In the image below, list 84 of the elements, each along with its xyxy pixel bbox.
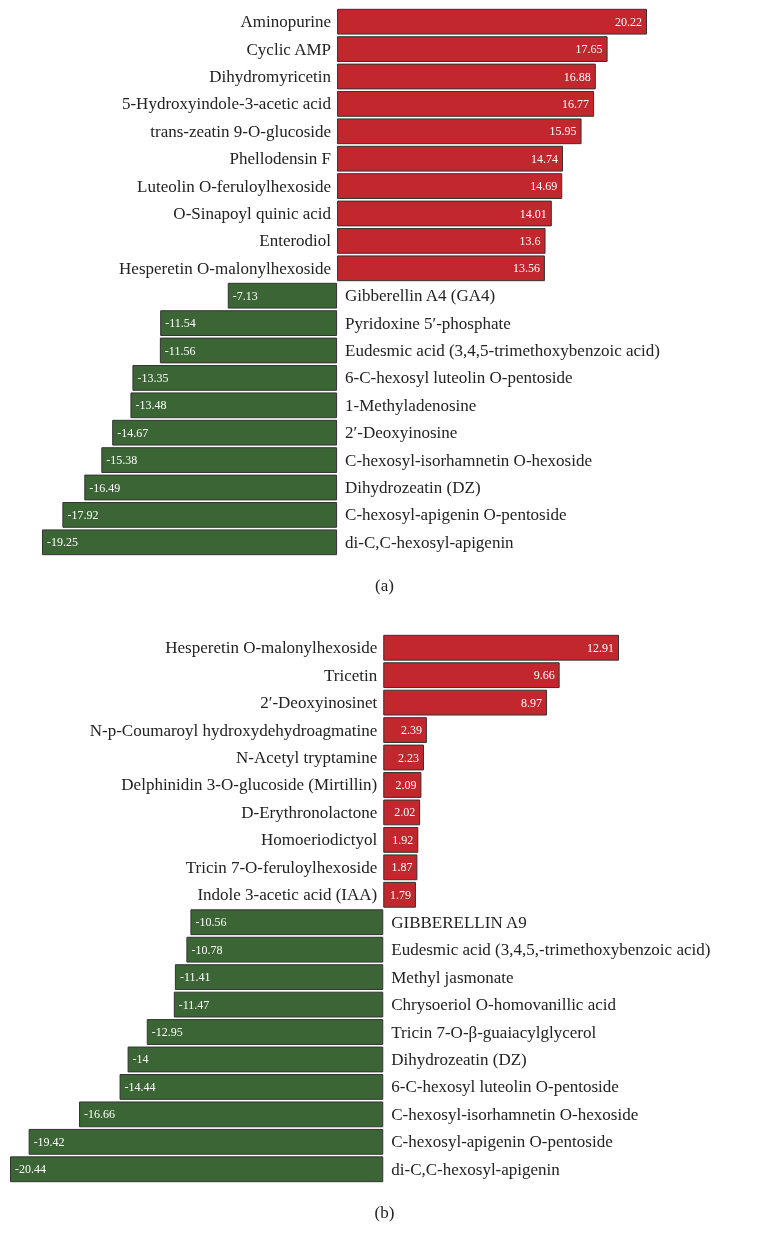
- y-tick-label: Homoeriodictyol: [261, 830, 378, 850]
- text: (a): [375, 576, 394, 595]
- y-tick-label: C-hexosyl-apigenin O-pentoside: [391, 1132, 613, 1152]
- text: (b): [374, 1203, 395, 1222]
- data-label: -15.38: [106, 453, 138, 468]
- y-tick-label: Enterodiol: [259, 231, 332, 251]
- y-tick-label: di-C,C-hexosyl-apigenin: [391, 1159, 561, 1179]
- bar: [383, 881, 416, 908]
- data-label: -11.56: [164, 343, 196, 358]
- y-tick-label: C-hexosyl-apigenin O-pentoside: [345, 505, 567, 525]
- y-tick-label: GIBBERELLIN A9: [391, 912, 527, 932]
- data-label: 14.01: [519, 206, 547, 221]
- data-label: -13.48: [135, 398, 167, 413]
- y-tick-label: Tricetin: [324, 665, 378, 685]
- data-label: 2.39: [400, 723, 422, 738]
- data-label: -19.25: [47, 535, 78, 550]
- data-label: -13.35: [137, 370, 169, 385]
- y-tick-label: Eudesmic acid (3,4,5-trimethoxybenzoic acid): [345, 341, 660, 360]
- data-label: 16.88: [563, 69, 591, 84]
- data-label: -14: [132, 1052, 149, 1067]
- y-tick-label: Dihydrozeatin (DZ): [345, 478, 481, 497]
- y-tick-label: di-C,C-hexosyl-apigenin: [345, 532, 515, 552]
- y-tick-label: 5-Hydroxyindole-3-acetic acid: [121, 94, 332, 114]
- y-tick-label: Dihydromyricetin: [209, 67, 332, 86]
- y-tick-label: Cyclic AMP: [246, 39, 332, 59]
- data-label: -17.92: [67, 507, 99, 522]
- y-tick-label: Chrysoeriol O-homovanillic acid: [391, 995, 617, 1015]
- y-tick-label: N-p-Coumaroyl hydroxydehydroagmatine: [89, 720, 378, 740]
- data-label: 1.79: [389, 887, 411, 902]
- data-label: 9.66: [533, 668, 555, 683]
- data-label: 14.69: [530, 179, 558, 194]
- data-label: -16.66: [84, 1107, 116, 1122]
- y-tick-label: Hesperetin O-malonylhexoside: [119, 258, 332, 278]
- data-label: -11.47: [178, 997, 210, 1012]
- y-tick-label: Luteolin O-feruloylhexoside: [137, 176, 332, 196]
- y-tick-label: Pyridoxine 5′-phosphate: [345, 313, 511, 333]
- data-label: -10.56: [195, 915, 227, 930]
- data-label: -14.44: [124, 1079, 156, 1094]
- data-label: 2.09: [395, 777, 417, 792]
- y-tick-label: Tricin 7-O-β-guaiacylglycerol: [391, 1022, 597, 1042]
- data-label: 13.56: [512, 261, 540, 276]
- y-tick-label: D-Erythronolactone: [241, 802, 378, 822]
- data-label: 1.87: [391, 860, 413, 875]
- y-tick-label: Dihydrozeatin (DZ): [391, 1049, 527, 1069]
- y-tick-label: 2′-Deoxyinosine: [345, 423, 458, 443]
- data-label: 14.74: [531, 151, 558, 166]
- data-label: -20.44: [15, 1162, 46, 1177]
- data-label: -16.49: [89, 480, 121, 495]
- data-label: -11.54: [165, 316, 196, 331]
- data-label: 16.77: [562, 96, 590, 111]
- data-label: 8.97: [521, 695, 543, 710]
- y-tick-label: 2′-Deoxyinosinet: [260, 693, 378, 713]
- y-tick-label: Indole 3-acetic acid (IAA): [197, 885, 378, 905]
- y-tick-label: Methyl jasmonate: [391, 967, 514, 987]
- data-label: -19.42: [33, 1134, 65, 1149]
- data-label: -12.95: [151, 1025, 183, 1040]
- y-tick-label: trans-zeatin 9-O-glucoside: [150, 121, 332, 141]
- data-label: 15.95: [549, 124, 577, 139]
- y-tick-label: Tricin 7-O-feruloylhexoside: [185, 857, 378, 877]
- bar: [190, 909, 384, 936]
- data-label: 17.65: [575, 42, 603, 57]
- data-label: 2.02: [394, 805, 416, 820]
- data-label: 20.22: [615, 14, 642, 29]
- y-tick-label: Hesperetin O-malonylhexoside: [165, 638, 378, 658]
- y-tick-label: C-hexosyl-isorhamnetin O-hexoside: [345, 450, 592, 470]
- data-label: -14.67: [117, 425, 149, 440]
- data-label: 13.6: [519, 233, 541, 248]
- y-tick-label: 6-C-hexosyl luteolin O-pentoside: [345, 368, 573, 388]
- data-label: 2.23: [397, 750, 419, 765]
- y-tick-label: Eudesmic acid (3,4,5,-trimethoxybenzoic acid): [391, 940, 711, 960]
- y-tick-label: C-hexosyl-isorhamnetin O-hexoside: [391, 1104, 639, 1124]
- data-label: 1.92: [392, 832, 414, 847]
- y-tick-label: 6-C-hexosyl luteolin O-pentoside: [391, 1077, 619, 1097]
- data-label: 12.91: [587, 640, 614, 655]
- y-tick-label: 1-Methyladenosine: [345, 395, 477, 415]
- data-label: -7.13: [232, 288, 258, 303]
- y-tick-label: O-Sinapoyl quinic acid: [173, 204, 332, 223]
- data-label: -10.78: [191, 942, 223, 957]
- y-tick-label: Phellodensin F: [229, 149, 332, 169]
- y-tick-label: N-Acetyl tryptamine: [236, 748, 378, 768]
- y-tick-label: Aminopurine: [240, 12, 332, 32]
- y-tick-label: Gibberellin A4 (GA4): [345, 286, 496, 306]
- data-label: -11.41: [179, 970, 211, 985]
- y-tick-label: Delphinidin 3-O-glucoside (Mirtillin): [121, 775, 378, 795]
